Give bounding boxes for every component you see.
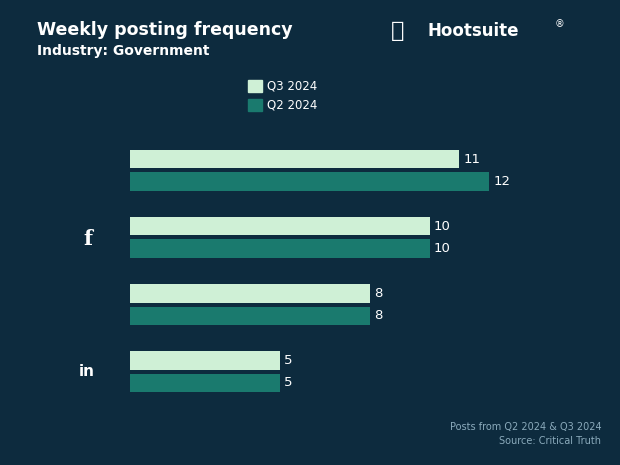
Text: f: f [83, 229, 92, 249]
Bar [130, 173, 489, 191]
Text: 11: 11 [464, 153, 481, 166]
Bar [130, 351, 280, 370]
Text: Weekly posting frequency: Weekly posting frequency [37, 21, 293, 39]
Text: 5: 5 [285, 377, 293, 390]
Text: Q3 2024: Q3 2024 [267, 80, 317, 93]
Text: 12: 12 [494, 175, 511, 188]
Wedge shape [87, 280, 97, 305]
Text: 🦉: 🦉 [391, 21, 404, 41]
Text: 8: 8 [374, 309, 383, 322]
Text: ®: ® [555, 20, 565, 30]
Bar [130, 217, 430, 235]
Wedge shape [81, 305, 93, 329]
Circle shape [76, 146, 97, 194]
Bar [130, 150, 459, 168]
Bar [130, 306, 370, 325]
Circle shape [76, 213, 97, 262]
Text: in: in [79, 364, 95, 379]
Text: Hootsuite: Hootsuite [428, 22, 520, 40]
Bar [130, 373, 280, 392]
Text: 8: 8 [374, 286, 383, 299]
Text: 10: 10 [434, 219, 451, 232]
FancyBboxPatch shape [74, 344, 99, 400]
Wedge shape [76, 297, 87, 324]
Text: Posts from Q2 2024 & Q3 2024
Source: Critical Truth: Posts from Q2 2024 & Q3 2024 Source: Cri… [450, 422, 601, 446]
Circle shape [89, 295, 91, 299]
Bar [130, 284, 370, 303]
Wedge shape [76, 280, 87, 305]
Bar [130, 239, 430, 258]
Text: Industry: Government: Industry: Government [37, 44, 210, 58]
Wedge shape [87, 297, 97, 324]
Text: 5: 5 [285, 354, 293, 367]
Text: Q2 2024: Q2 2024 [267, 98, 317, 111]
Text: 10: 10 [434, 242, 451, 255]
